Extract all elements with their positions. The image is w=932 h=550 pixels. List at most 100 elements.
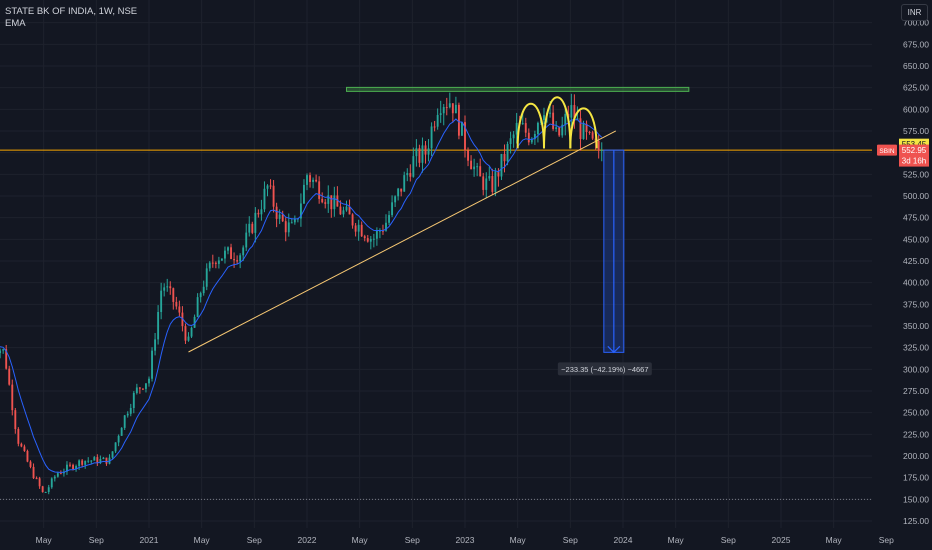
candle-body bbox=[0, 350, 2, 354]
candle-body bbox=[582, 123, 585, 140]
candle-body bbox=[157, 312, 160, 340]
candle-body bbox=[233, 258, 236, 261]
candle-body bbox=[47, 487, 50, 492]
candle-body bbox=[190, 327, 193, 337]
indicator-label[interactable]: EMA bbox=[5, 18, 26, 29]
candle-body bbox=[336, 195, 339, 207]
candle-body bbox=[372, 238, 375, 240]
candle-body bbox=[175, 301, 178, 307]
y-tick-label: 325.00 bbox=[903, 343, 929, 353]
candle-body bbox=[75, 466, 78, 470]
candle-body bbox=[84, 460, 87, 465]
candle-body bbox=[93, 457, 96, 461]
candle-body bbox=[129, 408, 132, 414]
candle-body bbox=[424, 145, 427, 155]
candle-body bbox=[461, 122, 463, 136]
candle-body bbox=[448, 103, 451, 108]
candle-body bbox=[202, 286, 205, 294]
candle-body bbox=[378, 230, 381, 232]
candle-body bbox=[451, 103, 454, 114]
candle-body bbox=[254, 212, 257, 233]
candle-body bbox=[315, 179, 318, 182]
candle-body bbox=[524, 123, 527, 133]
ticker-tag bbox=[877, 144, 897, 156]
candle-body bbox=[172, 288, 175, 302]
candle-body bbox=[114, 442, 117, 452]
candle-body bbox=[564, 113, 567, 125]
candle-body bbox=[224, 250, 226, 259]
candle-body bbox=[385, 222, 387, 231]
candle-body bbox=[257, 212, 260, 215]
candle-body bbox=[430, 126, 433, 149]
y-tick-label: 425.00 bbox=[903, 256, 929, 266]
candle-body bbox=[278, 214, 281, 219]
candle-body bbox=[306, 175, 308, 185]
candle-body bbox=[600, 150, 603, 152]
candle-body bbox=[473, 166, 476, 170]
x-tick-label: Sep bbox=[405, 535, 420, 545]
candle-body bbox=[242, 247, 245, 256]
ticker-text: SBIN bbox=[879, 148, 894, 155]
projection-label: −233.35 (−42.19%) −4667 bbox=[561, 365, 648, 374]
candle-body bbox=[287, 222, 290, 233]
candle-body bbox=[44, 491, 47, 493]
candle-body bbox=[284, 221, 287, 233]
y-axis-bg bbox=[872, 0, 932, 550]
hump-marker[interactable] bbox=[569, 107, 598, 149]
trendline[interactable] bbox=[188, 130, 617, 353]
y-tick-label: 675.00 bbox=[903, 39, 929, 49]
candle-body bbox=[151, 350, 153, 379]
y-tick-label: 150.00 bbox=[903, 494, 929, 504]
candle-body bbox=[69, 464, 71, 466]
candle-body bbox=[576, 118, 579, 120]
candle-body bbox=[366, 238, 369, 242]
x-tick-label: May bbox=[668, 535, 685, 545]
projection-arrow-head bbox=[607, 345, 621, 354]
x-tick-label: May bbox=[36, 535, 53, 545]
hump-marker[interactable] bbox=[516, 103, 545, 149]
candle-body bbox=[275, 206, 278, 219]
candle-body bbox=[41, 486, 44, 492]
hump-marker[interactable] bbox=[543, 96, 572, 149]
candle-body bbox=[105, 457, 108, 464]
candle-body bbox=[506, 143, 509, 162]
candle-body bbox=[141, 388, 144, 390]
candle-body bbox=[245, 232, 248, 248]
candle-body bbox=[585, 123, 588, 132]
candle-body bbox=[561, 124, 564, 136]
candle-body bbox=[412, 156, 415, 177]
candle-body bbox=[512, 134, 515, 139]
currency-button[interactable]: INR bbox=[901, 4, 928, 21]
candle-body bbox=[409, 173, 412, 177]
candle-body bbox=[208, 262, 211, 269]
candle-body bbox=[588, 131, 591, 133]
candle-body bbox=[597, 141, 600, 151]
candle-body bbox=[196, 297, 199, 317]
candle-body bbox=[135, 387, 138, 393]
candle-body bbox=[145, 383, 147, 389]
candle-body bbox=[184, 326, 187, 341]
candle-body bbox=[342, 210, 345, 215]
candle-body bbox=[251, 223, 254, 233]
candle-body bbox=[388, 215, 390, 223]
candle-body bbox=[321, 198, 324, 203]
resistance-zone[interactable] bbox=[346, 86, 690, 92]
candle-body bbox=[558, 127, 561, 136]
y-tick-label: 450.00 bbox=[903, 234, 929, 244]
candle-body bbox=[38, 478, 41, 487]
candle-body bbox=[324, 202, 327, 204]
x-tick-label: 2024 bbox=[614, 535, 633, 545]
candle-body bbox=[163, 287, 166, 291]
candle-body bbox=[132, 392, 135, 409]
candle-body bbox=[382, 230, 384, 232]
candle-body bbox=[50, 478, 53, 488]
candle-body bbox=[360, 224, 363, 237]
candle-body bbox=[351, 214, 354, 226]
candle-body bbox=[427, 148, 430, 155]
candle-body bbox=[573, 105, 576, 120]
candle-body bbox=[394, 196, 397, 203]
candle-body bbox=[66, 464, 68, 472]
candle-body bbox=[2, 349, 5, 351]
